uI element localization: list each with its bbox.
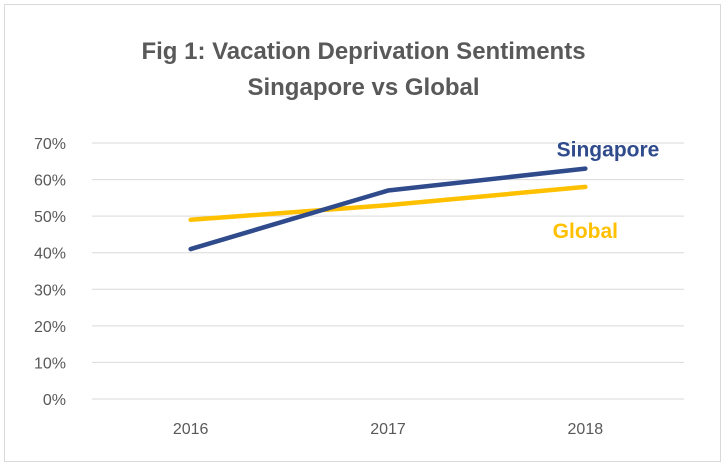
chart-title: Fig 1: Vacation Deprivation Sentiments <box>141 38 586 65</box>
y-tick-label: 60% <box>34 173 66 190</box>
y-tick-label: 40% <box>34 246 66 263</box>
y-tick-label: 0% <box>43 392 66 409</box>
y-tick-label: 70% <box>34 136 66 153</box>
chart-subtitle: Singapore vs Global <box>247 74 480 101</box>
series-line-global <box>188 184 588 223</box>
x-tick-label: 2017 <box>370 421 406 438</box>
x-tick-label: 2018 <box>568 421 604 438</box>
x-tick-label: 2016 <box>173 421 209 438</box>
y-tick-label: 10% <box>34 355 66 372</box>
y-tick-label: 20% <box>34 319 66 336</box>
y-tick-label: 50% <box>34 209 66 226</box>
series-label-singapore: Singapore <box>557 139 660 162</box>
chart-area <box>4 4 721 462</box>
series-line-singapore <box>188 166 588 252</box>
y-tick-label: 30% <box>34 282 66 299</box>
series-label-global: Global <box>553 220 618 243</box>
